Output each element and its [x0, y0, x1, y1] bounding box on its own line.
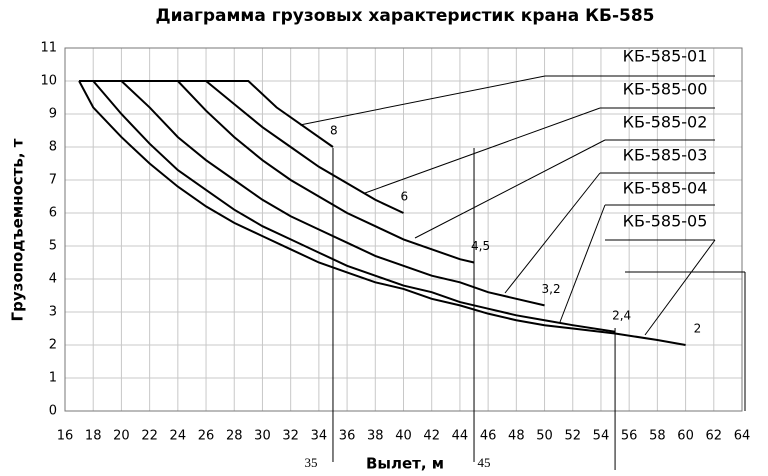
y-tick-label: 6 [49, 206, 57, 221]
x-tick-label: 46 [480, 429, 497, 444]
x-tick-label: 44 [452, 429, 469, 444]
leader-line [644, 239, 716, 336]
y-tick-label: 7 [49, 173, 57, 188]
end-label: 8 [330, 124, 338, 138]
series-line [79, 80, 475, 264]
y-tick-label: 2 [49, 338, 57, 353]
series-line [79, 80, 545, 307]
y-tick-label: 3 [49, 305, 57, 320]
x-tick-label: 16 [57, 429, 74, 444]
x-tick-label: 20 [113, 429, 130, 444]
x-tick-label: 26 [198, 429, 215, 444]
y-tick-label: 11 [40, 41, 57, 56]
x-tick-label: 64 [734, 429, 751, 444]
end-label: 2,4 [612, 308, 631, 322]
leader-line [364, 107, 601, 194]
y-tick-label: 4 [49, 272, 57, 287]
x-tick-label: 32 [282, 429, 299, 444]
leader-line [559, 204, 606, 323]
legend-label: КБ-585-00 [623, 80, 708, 99]
x-tick-label: 50 [536, 429, 553, 444]
legend-label: КБ-585-03 [623, 146, 708, 165]
legend-label: КБ-585-05 [623, 212, 708, 231]
y-tick-label: 5 [49, 239, 57, 254]
plot-frame [64, 47, 743, 412]
x-axis-label: Вылет, м [366, 455, 444, 473]
x-tick-label: 36 [339, 429, 356, 444]
x-tick-label: 52 [564, 429, 581, 444]
x-tick-label: 38 [367, 429, 384, 444]
x-tick-label: 48 [508, 429, 525, 444]
y-tick-label: 9 [49, 107, 57, 122]
series-line [79, 80, 404, 214]
legend-label: КБ-585-04 [623, 179, 708, 198]
y-axis-label: Грузоподъемность, т [9, 138, 27, 321]
end-label: 4,5 [471, 239, 490, 253]
ref-line-label: 35 [304, 455, 317, 470]
leader-line [414, 139, 606, 239]
end-label: 2 [694, 322, 702, 336]
ref-line-label: 45 [478, 455, 491, 470]
x-tick-label: 40 [395, 429, 412, 444]
x-tick-label: 22 [141, 429, 158, 444]
x-tick-label: 56 [621, 429, 638, 444]
y-tick-label: 0 [49, 404, 57, 419]
series-line [78, 80, 686, 346]
x-tick-label: 18 [85, 429, 102, 444]
x-tick-label: 28 [226, 429, 243, 444]
y-tick-label: 1 [49, 371, 57, 386]
y-tick-label: 10 [40, 74, 57, 89]
series-line [79, 80, 616, 333]
x-tick-label: 60 [677, 429, 694, 444]
chart-title: Диаграмма грузовых характеристик крана К… [155, 6, 654, 26]
legend-label: КБ-585-01 [623, 47, 708, 66]
x-tick-label: 58 [649, 429, 666, 444]
leader-line [299, 75, 546, 126]
x-tick-label: 42 [423, 429, 440, 444]
leader-line [504, 172, 601, 294]
y-tick-label: 8 [49, 140, 57, 155]
x-tick-label: 62 [706, 429, 723, 444]
x-tick-label: 34 [311, 429, 328, 444]
end-label: 3,2 [542, 282, 561, 296]
x-tick-label: 24 [170, 429, 187, 444]
end-label: 6 [401, 190, 409, 204]
x-tick-label: 54 [593, 429, 610, 444]
legend-label: КБ-585-02 [623, 113, 708, 132]
x-tick-label: 30 [254, 429, 271, 444]
